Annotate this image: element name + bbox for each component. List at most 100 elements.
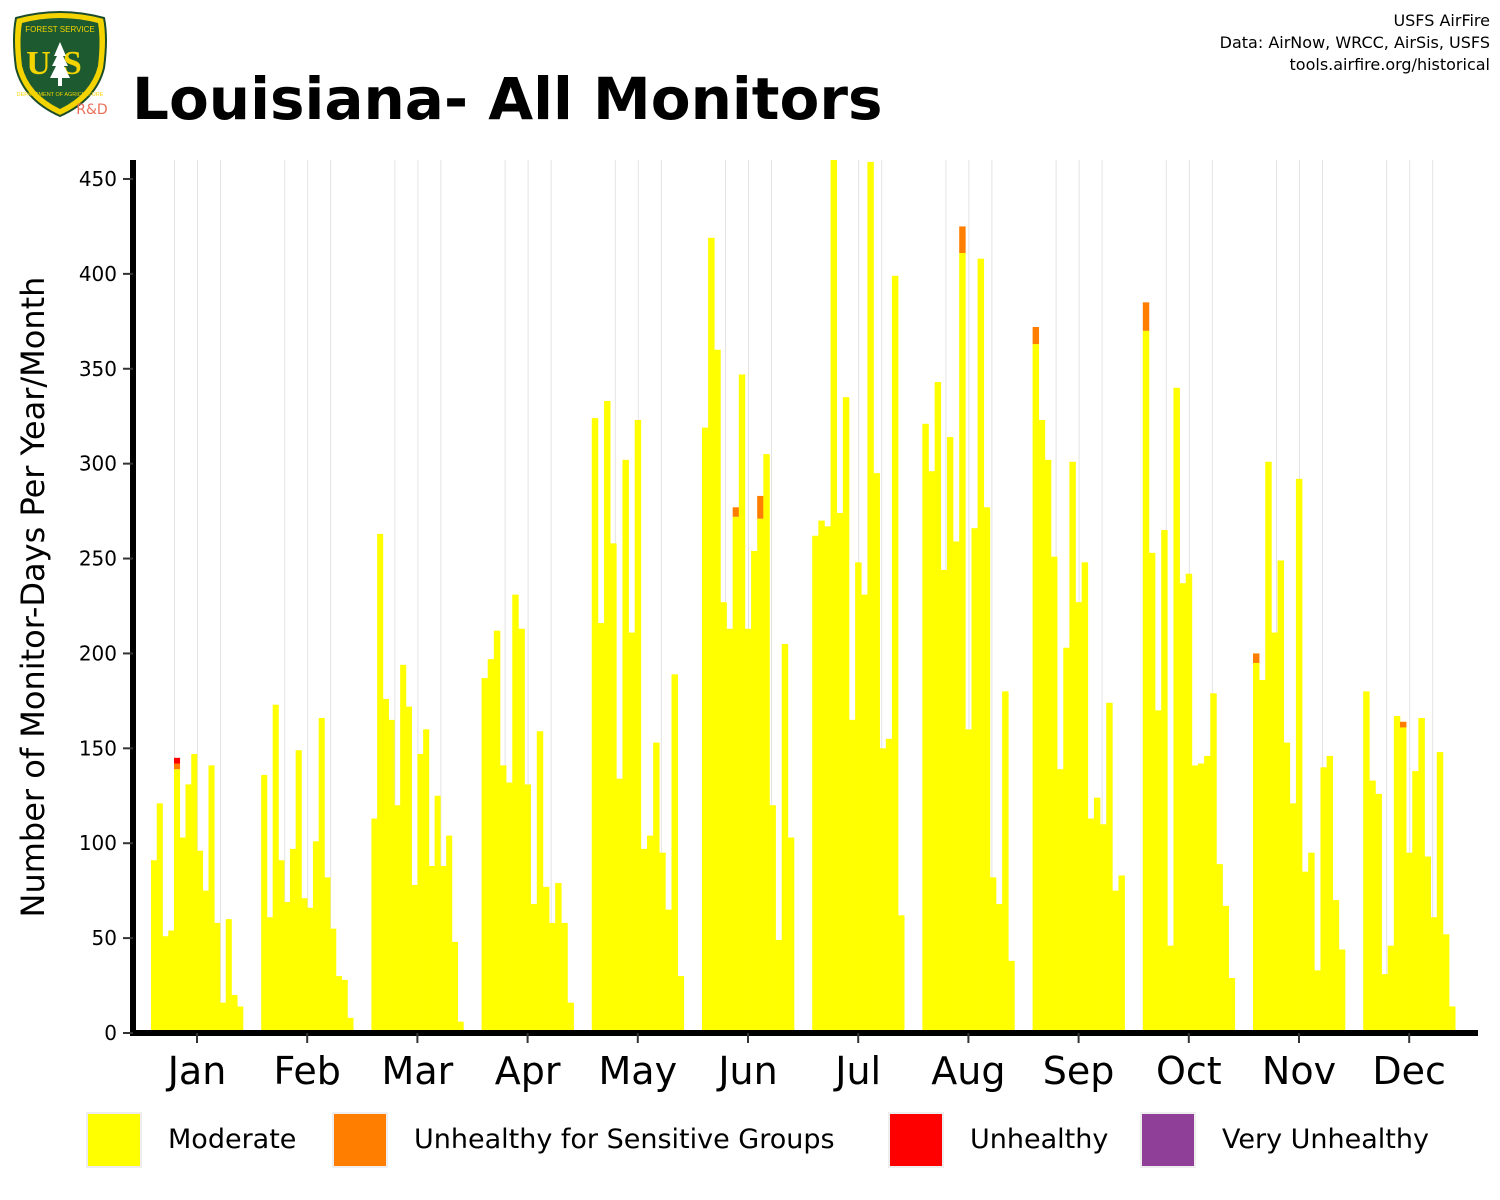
bar-unhealthy-for-sensitive-groups [1400, 721, 1407, 728]
bar-moderate [818, 520, 825, 1033]
bar-moderate [284, 902, 291, 1033]
bars [151, 160, 1456, 1034]
bar-moderate [400, 664, 407, 1033]
bar-moderate [934, 382, 942, 1033]
bar-moderate [156, 803, 163, 1033]
bar-moderate [214, 922, 221, 1033]
logo-badge: R&D [76, 102, 107, 118]
bar-moderate [301, 898, 308, 1033]
bar-unhealthy-for-sensitive-groups [1253, 653, 1260, 663]
x-tick-label: Nov [1262, 1049, 1336, 1093]
bar-moderate [1265, 461, 1272, 1033]
bar-moderate [542, 886, 550, 1033]
credit-line: tools.airfire.org/historical [1289, 55, 1490, 74]
bar-moderate [1228, 977, 1236, 1033]
bar-moderate [1259, 680, 1266, 1033]
bar-moderate [1442, 934, 1450, 1033]
bar-moderate [787, 837, 795, 1033]
bar-moderate [732, 516, 740, 1033]
bar-moderate [616, 778, 623, 1033]
bar-moderate [726, 628, 733, 1033]
bar-moderate [867, 161, 874, 1033]
bar-moderate [1100, 824, 1107, 1033]
y-tick-label: 150 [79, 736, 117, 760]
bar-moderate [842, 397, 850, 1033]
bar-moderate [1204, 755, 1211, 1033]
bar-moderate [653, 742, 660, 1033]
legend-label: Moderate [168, 1124, 297, 1155]
bar-moderate [959, 252, 966, 1034]
forest-service-logo: FOREST SERVICE US DEPARTMENT OF AGRICULT… [13, 11, 108, 118]
bar-moderate [849, 719, 856, 1033]
bar-moderate [1198, 763, 1205, 1033]
bar-moderate [1424, 856, 1431, 1033]
bar-moderate [202, 890, 209, 1033]
bar-moderate [1381, 974, 1389, 1033]
legend-label: Very Unhealthy [1222, 1124, 1429, 1155]
bar-moderate [1161, 530, 1168, 1033]
bar-moderate [671, 674, 678, 1033]
logo-top-text: FOREST SERVICE [25, 25, 95, 34]
bar-moderate [1406, 852, 1413, 1033]
bar-moderate [561, 922, 568, 1033]
bar-moderate [953, 541, 960, 1033]
bar-moderate [536, 731, 544, 1033]
bar-unhealthy-for-sensitive-groups [959, 226, 966, 253]
bar-moderate [555, 883, 562, 1033]
bar-moderate [451, 941, 458, 1033]
bar-moderate [446, 835, 453, 1033]
bar-moderate [1253, 662, 1260, 1033]
bar-moderate [487, 659, 495, 1033]
bar-moderate [1436, 752, 1444, 1033]
bar-moderate [500, 765, 507, 1033]
bar-moderate [1179, 583, 1187, 1033]
y-tick-label: 0 [104, 1021, 117, 1045]
bar-moderate [307, 907, 314, 1033]
logo-bottom-text: DEPARTMENT OF AGRICULTURE [17, 92, 104, 98]
legend-swatch [332, 1112, 388, 1168]
bar-moderate [151, 860, 158, 1033]
bar-moderate [1185, 573, 1193, 1033]
bar-moderate [1375, 793, 1382, 1033]
bar-moderate [628, 632, 636, 1033]
bar-moderate [220, 1002, 227, 1033]
x-tick-label: Feb [274, 1049, 341, 1093]
y-tick-label: 300 [79, 452, 117, 476]
bar-moderate [312, 841, 319, 1033]
bar-moderate [1430, 917, 1438, 1033]
bar-moderate [836, 512, 844, 1033]
bar-moderate [1400, 727, 1407, 1033]
x-tick-label: Sep [1043, 1049, 1115, 1093]
bar-moderate [591, 418, 599, 1033]
x-tick-label: Mar [382, 1049, 454, 1093]
bar-moderate [861, 594, 868, 1033]
bar-moderate [640, 848, 648, 1033]
bar-moderate [191, 754, 198, 1033]
bar-moderate [272, 704, 279, 1033]
bar-moderate [946, 437, 954, 1033]
x-tick-label: Jul [833, 1049, 881, 1093]
bar-moderate [885, 738, 893, 1033]
bar-moderate [1075, 602, 1082, 1033]
bar-moderate [382, 698, 389, 1033]
credits-block: USFS AirFire Data: AirNow, WRCC, AirSis,… [1220, 10, 1490, 76]
x-tick-label: Aug [931, 1049, 1005, 1093]
bar-moderate [647, 835, 654, 1033]
bar-moderate [720, 602, 727, 1033]
bar-moderate [659, 852, 666, 1033]
bar-moderate [324, 877, 331, 1033]
bar-moderate [922, 423, 929, 1033]
bar-moderate [1326, 755, 1334, 1033]
bar-moderate [879, 748, 887, 1033]
bar-moderate [1148, 552, 1156, 1033]
bar-moderate [1081, 562, 1089, 1033]
bar-moderate [347, 1017, 354, 1033]
bar-moderate [185, 784, 192, 1033]
bar-moderate [411, 884, 418, 1033]
bar-moderate [769, 805, 776, 1033]
bar-moderate [757, 518, 764, 1033]
bar-moderate [208, 765, 215, 1033]
bar-moderate [928, 471, 935, 1033]
bar-moderate [434, 795, 441, 1033]
x-tick-label: Oct [1156, 1049, 1222, 1093]
